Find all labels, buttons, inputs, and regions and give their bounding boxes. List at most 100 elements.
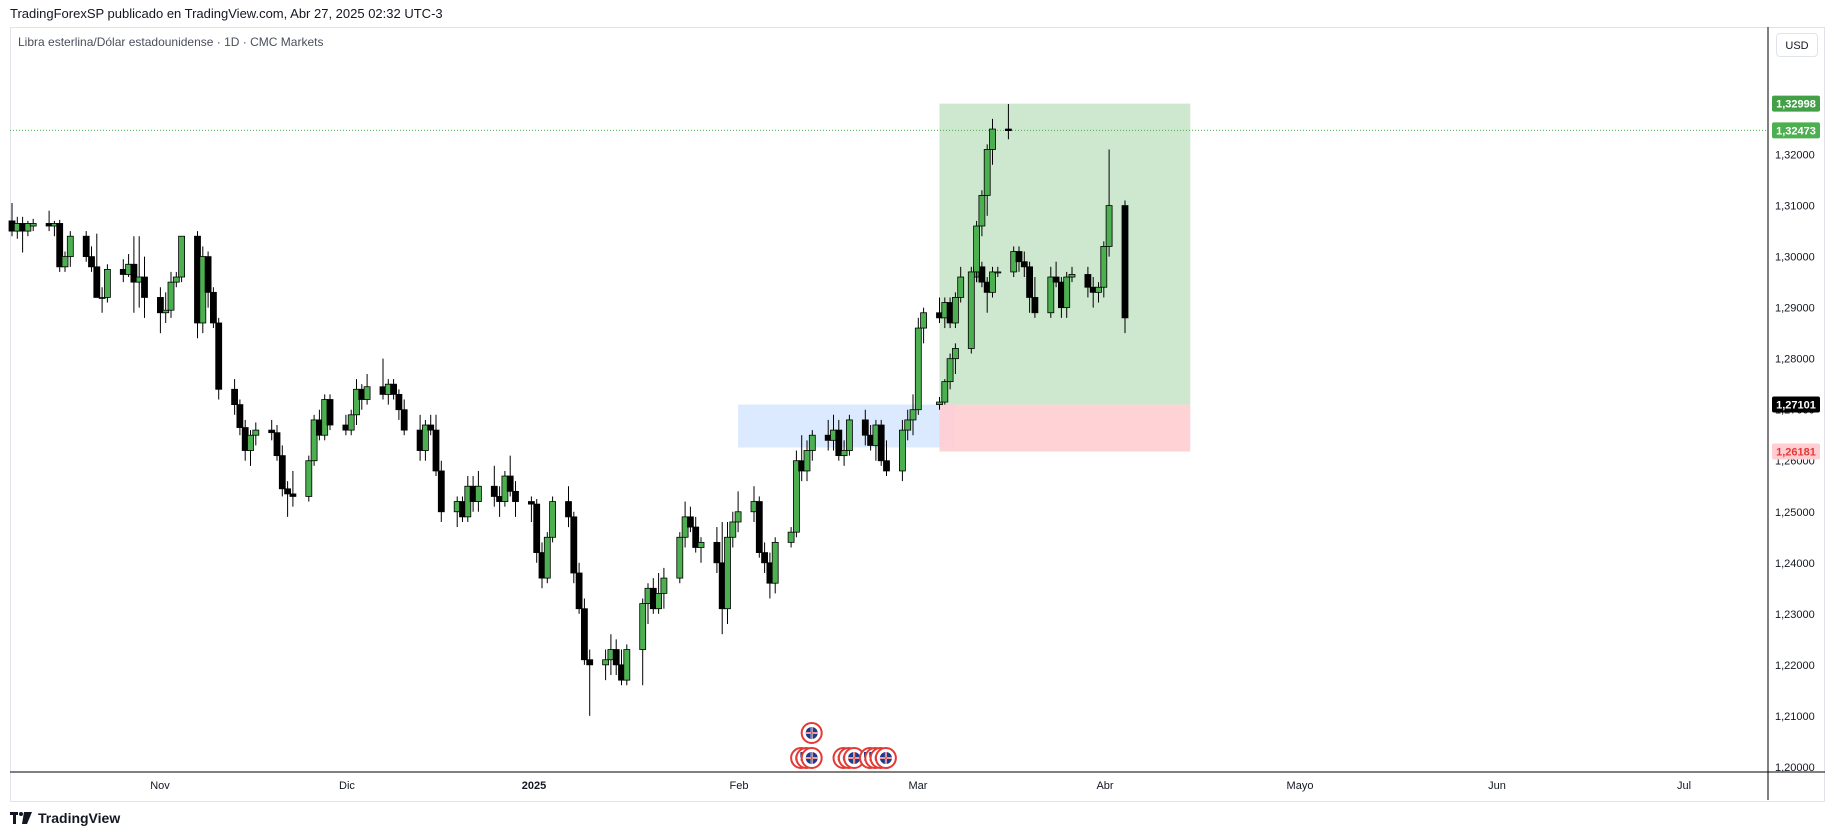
candle-body — [1020, 261, 1028, 268]
candle-body — [543, 536, 551, 579]
candle-body — [1100, 246, 1108, 288]
candle-body — [549, 501, 556, 538]
candle — [247, 430, 254, 466]
candle-body — [952, 297, 959, 324]
candle — [936, 396, 943, 410]
candle — [66, 231, 74, 267]
candle — [787, 527, 795, 548]
candle-body — [920, 312, 927, 329]
candle — [989, 118, 996, 165]
candle-body — [1005, 128, 1012, 131]
candle — [88, 246, 95, 272]
candle-body — [755, 501, 763, 553]
candle-body — [914, 327, 922, 411]
candle — [761, 542, 768, 573]
candle-body — [231, 388, 239, 406]
candle-body — [141, 276, 148, 298]
candle-body — [713, 541, 721, 564]
candle-body — [82, 235, 90, 258]
candle — [755, 496, 763, 558]
candle — [1105, 149, 1113, 257]
candle — [204, 251, 212, 308]
uk-flag-icon[interactable] — [800, 722, 823, 744]
candle-body — [66, 235, 74, 258]
candle-body — [978, 266, 986, 283]
candle-body — [761, 552, 768, 564]
candle-body — [273, 432, 281, 457]
candle — [840, 440, 848, 466]
candle-body — [655, 593, 662, 610]
candle — [209, 287, 217, 329]
candle-body — [289, 493, 297, 497]
candle-body — [326, 399, 334, 426]
candle-body — [808, 434, 816, 451]
candle-body — [104, 268, 111, 298]
price-tag: 1,32473 — [1772, 122, 1820, 139]
candle — [1121, 200, 1129, 334]
candle-body — [1105, 205, 1113, 247]
y-tick-label: 1,30000 — [1775, 252, 1815, 264]
candle — [284, 481, 292, 517]
candle — [172, 271, 180, 288]
candle-body — [395, 393, 403, 411]
candle-body — [390, 383, 398, 395]
candle — [978, 261, 986, 288]
x-tick-label: Jul — [1677, 780, 1691, 792]
candle — [278, 445, 286, 497]
candle-body — [697, 541, 705, 548]
candle-body — [835, 429, 843, 457]
candle — [904, 409, 912, 441]
candle — [697, 537, 705, 563]
candle-body — [586, 659, 594, 666]
candle-body — [941, 381, 949, 403]
candle-body — [936, 401, 943, 406]
candle-body — [877, 424, 885, 462]
candle — [528, 496, 535, 522]
candle — [29, 218, 37, 232]
candle-body — [24, 223, 32, 232]
y-tick-label: 1,21000 — [1775, 711, 1815, 723]
uk-flag-icon[interactable] — [874, 747, 897, 769]
tradingview-logo-icon — [10, 812, 32, 824]
uk-flag-icon[interactable] — [800, 747, 823, 769]
candle — [1095, 282, 1102, 303]
candle-body — [305, 460, 313, 497]
candle-body — [1047, 276, 1055, 314]
x-tick-label: Mar — [909, 780, 928, 792]
candle-body — [660, 577, 668, 594]
candle — [236, 399, 244, 436]
uk-flag-icon[interactable] — [843, 747, 866, 769]
candle-body — [734, 511, 742, 523]
candle-body — [676, 536, 684, 579]
symbol-legend[interactable]: Libra esterlina/Dólar estadounidense · 1… — [18, 35, 324, 49]
x-tick-label: 2025 — [522, 780, 546, 792]
candle-body — [204, 256, 212, 293]
candle — [56, 219, 64, 272]
candle-body — [284, 488, 292, 495]
candle-body — [883, 460, 890, 472]
candle — [432, 414, 440, 477]
candle — [846, 414, 853, 456]
candle-body — [861, 419, 869, 436]
candle — [978, 190, 986, 237]
candle-body — [93, 266, 101, 298]
drawing-zones — [10, 103, 1768, 452]
svg-text:1,27101: 1,27101 — [1776, 400, 1816, 412]
candle — [1015, 246, 1023, 272]
candle — [490, 465, 498, 507]
candle — [586, 649, 594, 716]
currency-button[interactable]: USD — [1776, 33, 1818, 57]
candle-body — [528, 501, 535, 505]
candle — [178, 235, 186, 283]
candle-body — [994, 271, 1002, 274]
candle-body — [952, 348, 959, 360]
candle — [676, 532, 684, 584]
candle — [1084, 266, 1092, 298]
candle-body — [904, 419, 912, 431]
candle-body — [1031, 297, 1039, 314]
candle — [793, 450, 800, 538]
candle — [231, 379, 239, 415]
candle — [162, 292, 170, 323]
candle — [1063, 271, 1071, 318]
